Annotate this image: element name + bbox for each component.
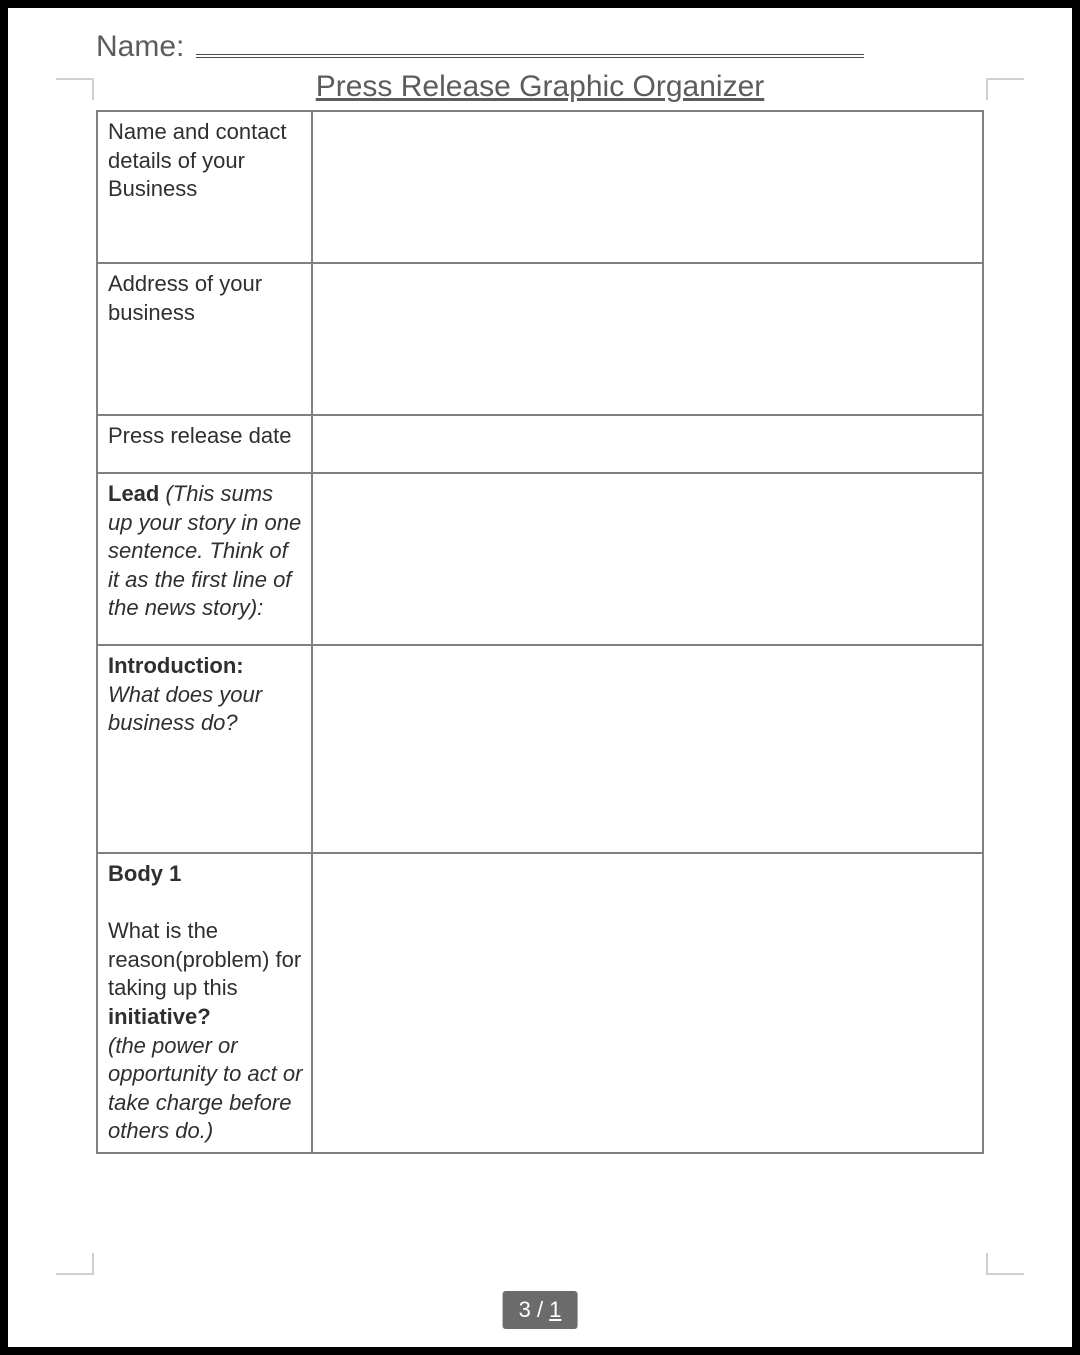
intro-italic: What does your business do? — [108, 682, 262, 736]
organizer-table: Name and contact details of your Busines… — [96, 110, 984, 1154]
body1-bold: Body 1 — [108, 861, 181, 886]
row-value-date — [312, 415, 983, 473]
row-label-date: Press release date — [97, 415, 312, 473]
table-row: Name and contact details of your Busines… — [97, 111, 983, 263]
row-label-intro: Introduction: What does your business do… — [97, 645, 312, 853]
body1-plain-a: What is the reason(problem) for taking u… — [108, 918, 301, 1000]
crop-mark-top-right-h — [988, 78, 1024, 80]
name-underline — [196, 52, 864, 58]
crop-mark-bottom-right-h — [988, 1273, 1024, 1275]
table-row: Press release date — [97, 415, 983, 473]
row-value-contact — [312, 111, 983, 263]
page-current: 3 — [519, 1297, 531, 1322]
page-title: Press Release Graphic Organizer — [316, 70, 765, 104]
table-row: Address of your business — [97, 263, 983, 415]
table-row: Lead (This sums up your story in one sen… — [97, 473, 983, 645]
crop-mark-bottom-right-v — [986, 1253, 988, 1275]
page-sep: / — [531, 1297, 549, 1322]
document-frame: Name: Press Release Graphic Organizer Na… — [0, 0, 1080, 1355]
table-row: Introduction: What does your business do… — [97, 645, 983, 853]
row-label-contact: Name and contact details of your Busines… — [97, 111, 312, 263]
body1-bold2: initiative? — [108, 1004, 211, 1029]
lead-bold: Lead — [108, 481, 159, 506]
crop-mark-bottom-left-v — [92, 1253, 94, 1275]
row-value-body1 — [312, 853, 983, 1153]
page-title-wrap: Press Release Graphic Organizer — [56, 70, 1024, 104]
crop-mark-top-left-v — [92, 78, 94, 100]
crop-mark-top-right-v — [986, 78, 988, 100]
intro-bold: Introduction: — [108, 653, 244, 678]
row-label-address: Address of your business — [97, 263, 312, 415]
row-label-body1: Body 1 What is the reason(problem) for t… — [97, 853, 312, 1153]
name-label: Name: — [96, 30, 184, 64]
crop-mark-bottom-left-h — [56, 1273, 92, 1275]
body1-italic: (the power or opportunity to act or take… — [108, 1033, 302, 1144]
name-row: Name: — [56, 20, 1024, 64]
crop-mark-top-left-h — [56, 78, 92, 80]
document-page: Name: Press Release Graphic Organizer Na… — [8, 20, 1072, 1347]
row-label-lead: Lead (This sums up your story in one sen… — [97, 473, 312, 645]
table-row: Body 1 What is the reason(problem) for t… — [97, 853, 983, 1153]
row-value-address — [312, 263, 983, 415]
row-value-intro — [312, 645, 983, 853]
page-indicator[interactable]: 3 / 1 — [503, 1291, 578, 1329]
page-total: 1 — [549, 1297, 561, 1322]
row-value-lead — [312, 473, 983, 645]
